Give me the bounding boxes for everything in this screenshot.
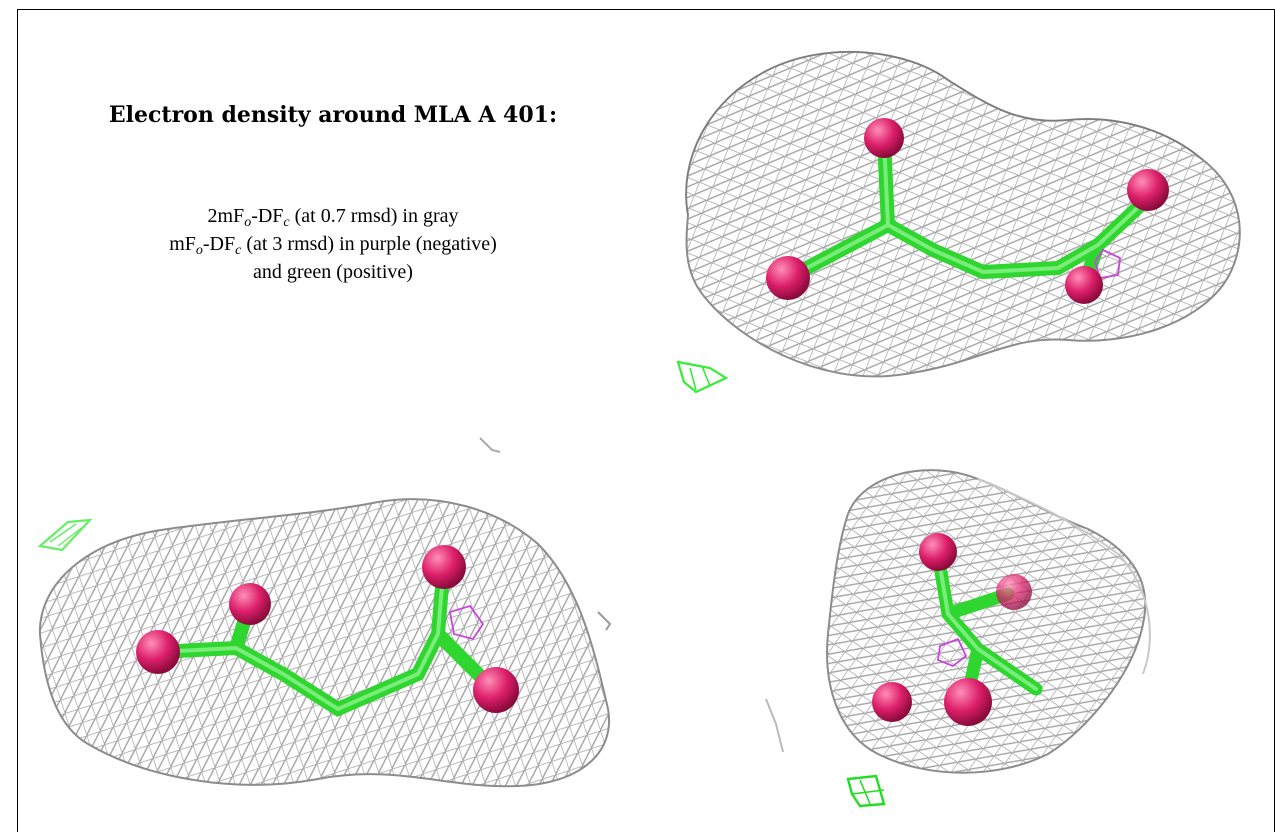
- legend-line-positive: and green (positive): [253, 261, 413, 283]
- density-render-1: [676, 50, 1241, 394]
- density-view-1: [648, 9, 1275, 435]
- oxygen-atom: [422, 545, 466, 589]
- legend-text: 2mFo-DFc (at 0.7 rmsd) in gray mFo-DFc (…: [18, 202, 648, 286]
- oxygen-atom: [864, 118, 904, 158]
- positive-difference-density: [676, 360, 729, 394]
- density-render-3: [765, 469, 1151, 808]
- oxygen-atom: [996, 574, 1032, 610]
- negative-difference-density: [1094, 248, 1121, 280]
- electron-density-mesh: [826, 469, 1147, 774]
- negative-difference-density: [448, 604, 485, 641]
- oxygen-atom: [136, 630, 180, 674]
- density-render-2: [37, 437, 612, 788]
- figure-title: Electron density around MLA A 401:: [108, 102, 558, 128]
- positive-difference-density: [846, 774, 886, 808]
- legend-line-2fofc: 2mFo-DFc (at 0.7 rmsd) in gray: [207, 205, 459, 230]
- legend-line-fofc: mFo-DFc (at 3 rmsd) in purple (negative): [169, 233, 497, 258]
- oxygen-atom: [1065, 266, 1103, 304]
- electron-density-mesh: [685, 50, 1241, 378]
- positive-difference-density: [37, 518, 93, 552]
- caption-cell: Electron density around MLA A 401: 2mFo-…: [17, 9, 649, 435]
- density-view-2: [17, 434, 649, 832]
- oxygen-atom: [919, 533, 957, 571]
- oxygen-atom: [229, 583, 271, 625]
- oxygen-atom: [766, 256, 810, 300]
- oxygen-atom: [872, 682, 912, 722]
- oxygen-atom: [1127, 169, 1169, 211]
- oxygen-atom: [944, 678, 992, 726]
- oxygen-atom: [473, 667, 519, 713]
- density-view-3: [648, 434, 1275, 832]
- electron-density-mesh: [38, 498, 611, 788]
- negative-difference-density: [937, 637, 968, 668]
